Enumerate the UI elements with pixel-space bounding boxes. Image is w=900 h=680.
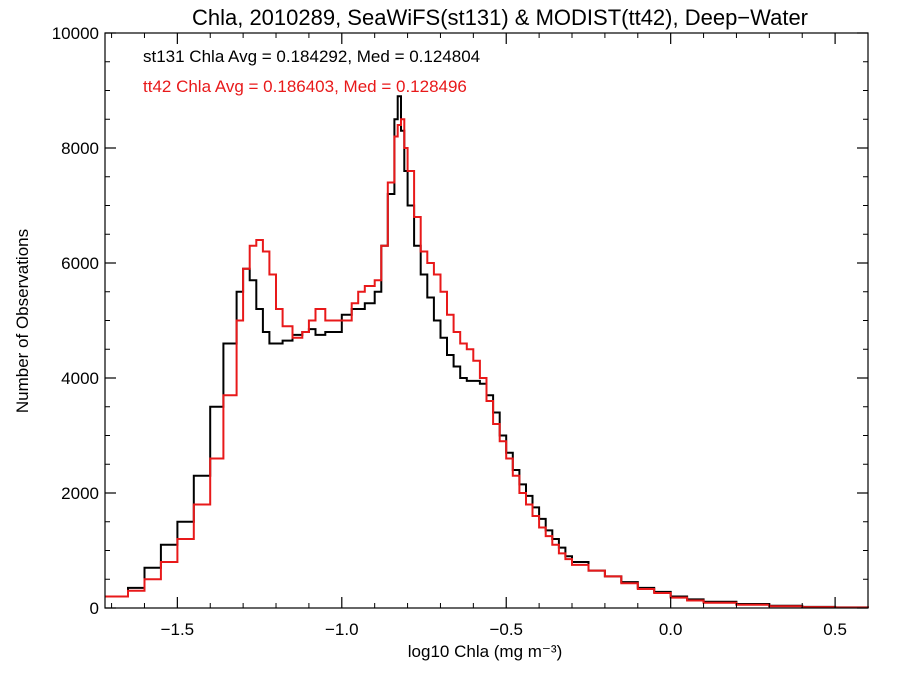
y-tick-label: 6000 bbox=[61, 254, 99, 273]
annotation-tt42: tt42 Chla Avg = 0.186403, Med = 0.128496 bbox=[143, 77, 467, 96]
series-layer bbox=[105, 95, 869, 609]
axes-layer: −1.5 −1.0 −0.5 0.0 0.5 0 2000 4000 6000 8000 10000 bbox=[52, 24, 869, 639]
y-tick-label: 0 bbox=[90, 599, 99, 618]
annotation-st131: st131 Chla Avg = 0.184292, Med = 0.12480… bbox=[143, 47, 480, 66]
y-tick-label: 4000 bbox=[61, 369, 99, 388]
chart-title: Chla, 2010289, SeaWiFS(st131) & MODIST(t… bbox=[192, 5, 808, 30]
x-tick-label: −1.5 bbox=[161, 620, 195, 639]
x-tick-label: 0.5 bbox=[823, 620, 847, 639]
x-tick-label: −0.5 bbox=[489, 620, 523, 639]
series-line-0 bbox=[105, 95, 869, 609]
series-line-1 bbox=[105, 118, 869, 609]
y-tick-label: 8000 bbox=[61, 139, 99, 158]
y-axis-label: Number of Observations bbox=[13, 229, 32, 413]
x-axis-label: log10 Chla (mg m⁻³) bbox=[408, 642, 562, 661]
plot-frame bbox=[104, 32, 869, 609]
x-tick-label: 0.0 bbox=[659, 620, 683, 639]
x-tick-label: −1.0 bbox=[325, 620, 359, 639]
y-tick-label: 2000 bbox=[61, 484, 99, 503]
y-tick-label: 10000 bbox=[52, 24, 99, 43]
